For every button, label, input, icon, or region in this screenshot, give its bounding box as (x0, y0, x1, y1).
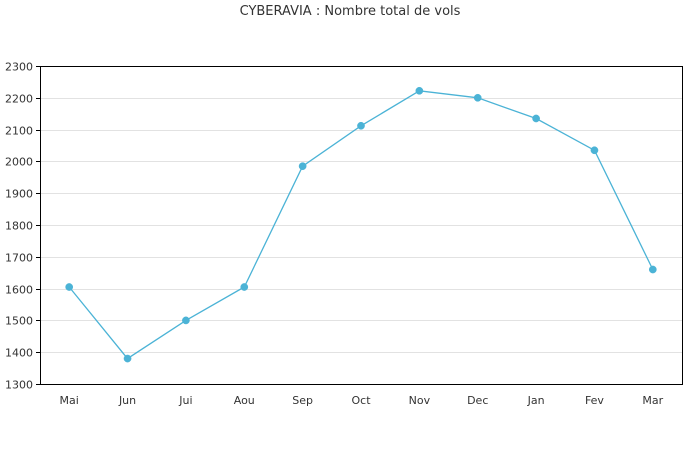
data-point (473, 93, 482, 102)
data-point (648, 265, 657, 274)
x-tick-label: Sep (292, 394, 313, 407)
y-tick-label: 1400 (5, 347, 33, 360)
y-tick-label: 1900 (5, 188, 33, 201)
chart-title: CYBERAVIA : Nombre total de vols (239, 4, 461, 19)
data-point (532, 114, 540, 123)
data-point (590, 146, 599, 155)
data-point (182, 316, 190, 325)
grid-layer (40, 98, 682, 353)
y-tick-label: 2000 (5, 156, 33, 169)
x-tick-label: Mai (60, 394, 79, 407)
x-tick-label: Mar (642, 394, 663, 407)
plot-frame (40, 66, 683, 385)
y-tick-label: 2200 (5, 93, 33, 106)
y-tick-label: 1300 (5, 379, 33, 392)
x-tick-label: Aou (234, 394, 255, 407)
x-tick-label: Jan (527, 394, 545, 407)
data-point (65, 283, 74, 291)
y-tick-label: 1500 (5, 315, 33, 328)
x-tick-label: Jui (178, 394, 192, 407)
label-layer: 1300 1400 1500 1600 1700 1800 1900 2000 2100 2200… (5, 61, 664, 408)
x-tick-label: Nov (409, 394, 431, 407)
y-tick-label: 2300 (5, 61, 33, 74)
data-point (298, 162, 307, 171)
x-tick-label: Dec (467, 394, 488, 407)
data-point (123, 354, 132, 363)
data-point (240, 283, 249, 291)
data-point (357, 121, 365, 130)
x-tick-label: Oct (351, 394, 371, 407)
y-tick-label: 1600 (5, 284, 33, 297)
axis-layer (36, 66, 683, 385)
data-point (415, 86, 424, 95)
x-tick-label: Fev (585, 394, 604, 407)
y-tick-label: 1700 (5, 252, 33, 265)
y-tick-label: 1800 (5, 220, 33, 233)
x-tick-label: Jun (118, 394, 136, 407)
y-tick-label: 2100 (5, 125, 33, 138)
series-layer (65, 86, 657, 363)
